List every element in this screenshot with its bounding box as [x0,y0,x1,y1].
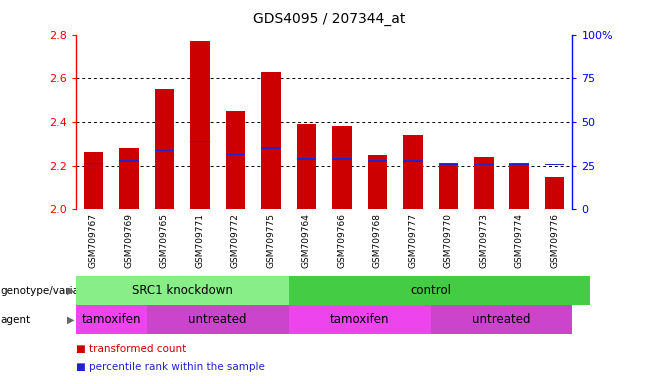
Text: GSM709765: GSM709765 [160,213,169,268]
Text: agent: agent [1,314,31,325]
Bar [368,161,387,162]
Bar [438,164,458,209]
Text: GSM709767: GSM709767 [89,213,98,268]
Bar [368,155,387,209]
Text: ▶: ▶ [67,286,75,296]
Text: GSM709770: GSM709770 [443,213,453,268]
Bar [509,164,529,165]
Bar [119,161,139,162]
Text: untreated: untreated [472,313,531,326]
Text: ■ percentile rank within the sample: ■ percentile rank within the sample [76,362,265,372]
Bar [261,72,280,209]
Text: control: control [428,285,468,297]
Bar [403,135,422,209]
Bar [84,152,103,209]
Bar [403,161,422,162]
Bar [190,41,210,209]
Bar [155,89,174,209]
Bar [190,141,210,142]
Bar [226,111,245,209]
Bar [297,158,316,160]
Bar [509,164,529,209]
Text: tamoxifen: tamoxifen [82,313,141,326]
Bar [545,177,565,209]
Text: GDS4095 / 207344_at: GDS4095 / 207344_at [253,12,405,25]
Text: tamoxifen: tamoxifen [330,313,390,326]
Bar [474,164,494,165]
Text: genotype/variation: genotype/variation [1,286,100,296]
Text: GSM709776: GSM709776 [550,213,559,268]
Bar [226,154,245,156]
Bar [332,126,351,209]
Bar [474,157,494,209]
Text: ▶: ▶ [67,314,75,325]
Text: GSM709764: GSM709764 [302,213,311,268]
Text: control: control [410,285,451,297]
Text: GSM709768: GSM709768 [373,213,382,268]
Bar [155,149,174,151]
Text: GSM709772: GSM709772 [231,213,240,268]
Text: GSM709775: GSM709775 [266,213,275,268]
Text: untreated: untreated [188,313,247,326]
Text: SRC1 knockdown: SRC1 knockdown [132,285,232,297]
Text: GSM709766: GSM709766 [338,213,346,268]
Bar [438,164,458,165]
Text: GSM709771: GSM709771 [195,213,205,268]
Text: GSM709773: GSM709773 [479,213,488,268]
Text: GSM709774: GSM709774 [515,213,524,268]
Text: GSM709769: GSM709769 [124,213,134,268]
Bar [261,147,280,149]
Bar [297,124,316,209]
Bar [84,163,103,164]
Text: ■ transformed count: ■ transformed count [76,344,186,354]
Bar [332,158,351,160]
Bar [119,148,139,209]
Text: GSM709777: GSM709777 [408,213,417,268]
Text: SRC1 knockdown: SRC1 knockdown [149,285,250,297]
Bar [545,164,565,165]
